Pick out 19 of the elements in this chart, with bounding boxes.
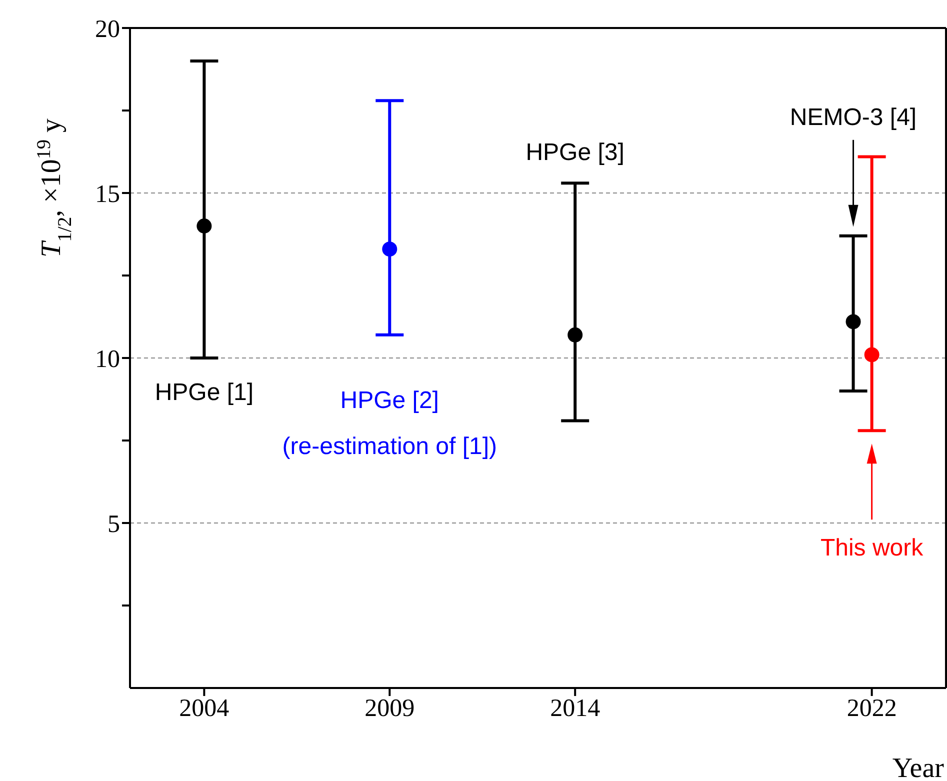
annotation: NEMO-3 [4] [790,104,917,131]
y-tick-label: 20 [95,16,120,43]
annotation: HPGe [3] [526,139,624,166]
y-tick-label: 5 [108,510,120,538]
x-tick-label: 2022 [846,694,897,722]
x-tick-label: 2004 [179,694,230,722]
annotation: HPGe [1] [154,379,254,406]
y-tick-label: 10 [95,346,120,373]
x-tick-label: 2009 [364,694,415,722]
annotation: This work [820,534,924,562]
y-tick-label: 15 [95,180,120,208]
point [846,314,861,330]
x-tick-label: 2014 [550,694,601,722]
point [568,327,583,342]
point [382,242,398,257]
annotation: HPGe [2] (re-estimation of [1]) [282,386,498,460]
x-axis-title: Year [892,753,945,781]
point [864,347,880,362]
point [196,218,212,234]
